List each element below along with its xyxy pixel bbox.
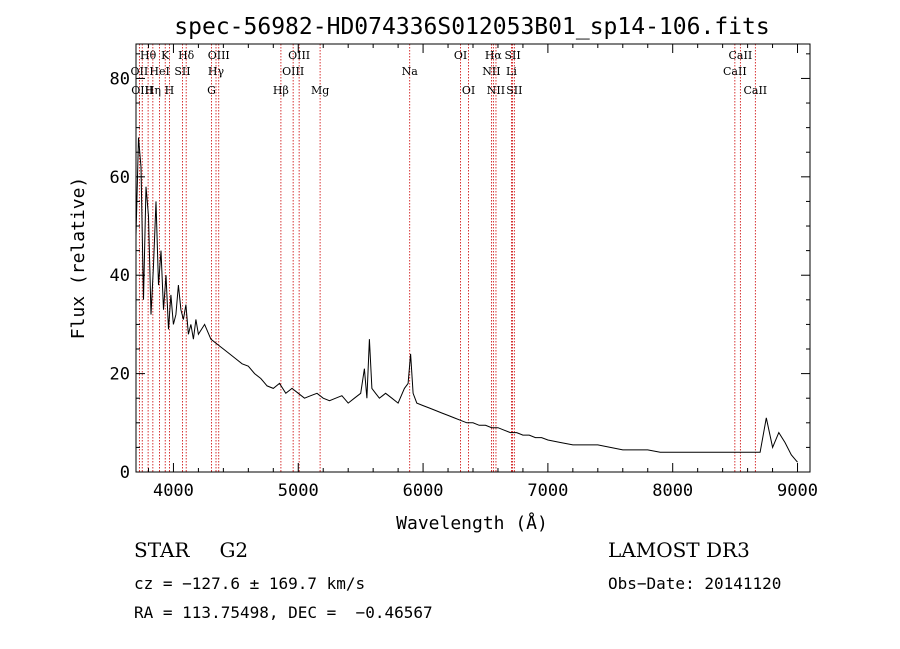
line-marker-label-9: OIII <box>208 49 230 62</box>
line-marker-label-3: K <box>161 49 170 62</box>
line-markers <box>138 44 756 472</box>
survey-name: LAMOST DR3 <box>608 538 750 562</box>
line-marker-label-11: G <box>207 84 216 97</box>
line-marker-label-13: OIII <box>282 65 304 78</box>
line-marker-label-15: Mg <box>311 84 329 97</box>
x-tick-label-1: 5000 <box>278 481 319 501</box>
x-axis-label: Wavelength (Å) <box>396 512 548 534</box>
line-marker-label-27: CaII <box>743 84 767 97</box>
x-tick-label-2: 6000 <box>403 481 444 501</box>
line-marker-label-4: HeI <box>149 65 169 78</box>
line-marker-label-8: Hδ <box>178 49 195 62</box>
y-tick-label-2: 40 <box>110 266 130 286</box>
y-axis: 0 20 40 60 80 <box>110 53 810 483</box>
line-marker-label-25: CaII <box>729 49 753 62</box>
y-tick-label-1: 20 <box>110 365 130 385</box>
object-classification: STAR G2 <box>134 538 248 562</box>
object-class: STAR <box>134 538 190 562</box>
line-marker-label-7: H <box>165 84 175 97</box>
line-marker-label-17: OI <box>454 49 467 62</box>
object-subclass: G2 <box>219 538 249 562</box>
line-marker-label-18: OI <box>462 84 475 97</box>
y-tick-label-3: 60 <box>110 168 130 188</box>
line-marker-label-16: Na <box>402 65 419 78</box>
coordinates: RA = 113.75498, DEC = −0.46567 <box>134 603 433 622</box>
line-marker-label-14: Hβ <box>273 84 289 97</box>
line-marker-label-12: OIII <box>288 49 310 62</box>
x-tick-label-3: 7000 <box>527 481 568 501</box>
x-axis: 4000 5000 6000 7000 8000 9000 <box>147 44 818 501</box>
x-tick-label-5: 9000 <box>777 481 818 501</box>
spectrum-chart: spec-56982-HD074336S012053B01_sp14-106.f… <box>68 14 818 534</box>
line-marker-label-22: Li <box>506 65 517 78</box>
line-marker-label-0: Hθ <box>140 49 157 62</box>
observation-date: Obs−Date: 20141120 <box>608 574 782 593</box>
line-marker-label-10: Hγ <box>208 65 225 78</box>
y-tick-label-0: 0 <box>120 463 130 483</box>
x-tick-label-4: 8000 <box>652 481 693 501</box>
line-marker-label-1: OII <box>131 65 149 78</box>
line-marker-label-24: SII <box>506 84 522 97</box>
y-tick-label-4: 80 <box>110 69 130 89</box>
redshift-velocity: cz = −127.6 ± 169.7 km/s <box>134 574 366 593</box>
line-marker-label-20: SII <box>504 49 520 62</box>
line-marker-label-6: SII <box>174 65 190 78</box>
x-tick-label-0: 4000 <box>153 481 194 501</box>
chart-title: spec-56982-HD074336S012053B01_sp14-106.f… <box>174 14 769 40</box>
line-marker-label-26: CaII <box>723 65 747 78</box>
plot-frame <box>135 43 811 473</box>
line-marker-label-21: NII <box>482 65 500 78</box>
line-marker-label-19: Hα <box>485 49 503 62</box>
spectrum-line <box>135 137 798 463</box>
line-marker-labels: Hθ OII OIII K HeI Hη SII H Hδ OIII Hγ G OIII OIII Hβ Mg… <box>131 49 768 97</box>
line-marker-label-5: Hη <box>145 84 161 97</box>
line-marker-label-2: OIII <box>131 84 153 97</box>
y-axis-label: Flux (relative) <box>68 177 89 340</box>
line-marker-label-23: NII <box>487 84 505 97</box>
